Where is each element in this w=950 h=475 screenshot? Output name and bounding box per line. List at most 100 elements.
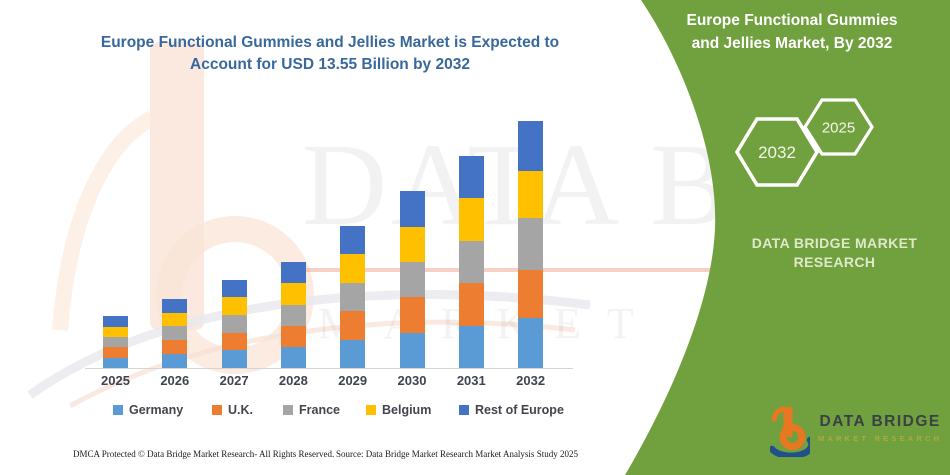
watermark-swoosh2-icon (68, 319, 576, 409)
legend-label-u-k: U.K. (228, 403, 253, 417)
hexagon-2025-icon (803, 98, 874, 156)
legend-label-germany: Germany (129, 403, 184, 417)
legend-item-rest-of-europe: Rest of Europe (459, 403, 564, 417)
legend-swatch-france (283, 405, 293, 415)
bar-segment-u-k-2032 (518, 269, 544, 319)
bar-2028 (280, 262, 306, 368)
x-axis-label-2025: 2025 (101, 373, 130, 388)
bar-segment-germany-2030 (399, 332, 425, 368)
bar-segment-rest-of-europe-2026 (162, 298, 188, 313)
side-panel-title: Europe Functional Gummies and Jellies Ma… (648, 9, 936, 55)
bar-2025 (103, 316, 128, 368)
bar-2029 (340, 225, 366, 368)
x-axis-label-2031: 2031 (456, 373, 486, 388)
x-axis-labels: 2025 2026 2027 2028 2029 2030 2031 2032 (85, 373, 575, 391)
bar-segment-france-2026 (162, 326, 188, 341)
bar-chart (85, 100, 575, 368)
legend-label-rest-of-europe: Rest of Europe (475, 403, 564, 417)
hexagon-2025-label: 2025 (822, 120, 855, 137)
legend-swatch-u-k (212, 405, 222, 415)
bar-segment-france-2032 (518, 218, 544, 270)
watermark-red-line (305, 268, 950, 272)
bar-segment-u-k-2031 (458, 283, 484, 326)
legend-item-germany: Germany (113, 403, 183, 417)
data-bridge-logo-icon (770, 406, 810, 457)
company-logo-name: DATA BRIDGE (819, 413, 941, 430)
bar-segment-france-2030 (399, 261, 425, 298)
side-panel-title-line2: and Jellies Market, By 2032 (691, 35, 893, 52)
legend-swatch-rest-of-europe (459, 405, 469, 415)
bar-segment-germany-2025 (103, 357, 128, 368)
side-panel-brand-line1: DATA BRIDGE MARKET (751, 235, 918, 251)
side-panel-brand: DATA BRIDGE MARKET RESEARCH (712, 234, 950, 272)
hexagon-2032-label: 2032 (758, 143, 796, 162)
bar-segment-france-2029 (340, 282, 366, 312)
company-logo: DATA BRIDGE MARKET RESEARCH (770, 405, 942, 457)
bar-segment-belgium-2028 (280, 283, 306, 305)
legend-label-france: France (299, 403, 340, 417)
bar-2031 (458, 155, 484, 368)
side-panel-brand-line2: RESEARCH (793, 254, 876, 270)
chart-title-line1: Europe Functional Gummies and Jellies Ma… (100, 34, 560, 51)
bar-segment-belgium-2027 (221, 297, 247, 315)
bar-segment-belgium-2025 (103, 326, 128, 337)
bar-segment-rest-of-europe-2028 (280, 262, 306, 284)
bar-segment-france-2031 (458, 240, 484, 284)
bar-segment-france-2025 (103, 336, 128, 348)
legend-swatch-germany (113, 405, 123, 415)
legend-item-u-k: U.K. (212, 403, 253, 417)
company-logo-text: DATA BRIDGE MARKET RESEARCH (818, 413, 942, 443)
bar-segment-rest-of-europe-2027 (221, 279, 247, 298)
bar-segment-france-2028 (280, 304, 306, 326)
bar-segment-france-2027 (221, 314, 247, 333)
bar-segment-belgium-2030 (399, 226, 425, 262)
legend-label-belgium: Belgium (382, 403, 432, 417)
bar-2030 (399, 191, 425, 368)
legend-swatch-belgium (366, 405, 376, 415)
hexagon-2032-icon (734, 117, 820, 187)
chart-legend: Germany U.K. France Belgium Rest of Europe (85, 403, 580, 421)
bar-segment-germany-2029 (340, 339, 366, 368)
bar-segment-rest-of-europe-2031 (458, 155, 484, 199)
bar-segment-u-k-2027 (221, 332, 247, 351)
bar-segment-germany-2032 (518, 318, 544, 368)
bar-2032 (518, 121, 544, 368)
bar-segment-germany-2031 (458, 325, 484, 368)
bar-segment-u-k-2030 (399, 297, 425, 333)
hexagon-badges: 2025 2032 (734, 98, 874, 187)
company-logo-subtitle: MARKET RESEARCH (818, 434, 943, 443)
watermark-logo-hook (52, 110, 156, 331)
bar-segment-belgium-2031 (458, 198, 484, 241)
bar-segment-u-k-2025 (103, 347, 128, 358)
bar-segment-rest-of-europe-2032 (518, 121, 544, 172)
x-axis-label-2030: 2030 (397, 373, 427, 388)
side-panel-shape (625, 0, 950, 475)
bar-segment-germany-2027 (221, 350, 247, 368)
bar-segment-belgium-2032 (518, 171, 544, 218)
bar-segment-rest-of-europe-2029 (340, 225, 366, 255)
bar-segment-germany-2026 (162, 354, 188, 368)
bar-segment-u-k-2028 (280, 325, 306, 347)
bar-segment-belgium-2029 (340, 254, 366, 283)
side-panel-title-line1: Europe Functional Gummies (686, 12, 898, 29)
chart-title-line2: Account for USD 13.55 Billion by 2032 (190, 56, 470, 73)
chart-title: Europe Functional Gummies and Jellies Ma… (45, 32, 615, 76)
bar-segment-rest-of-europe-2025 (103, 316, 128, 327)
bar-2026 (162, 298, 188, 368)
x-axis-label-2028: 2028 (278, 373, 308, 388)
footer-source-text: Source: Data Bridge Market Research Mark… (336, 449, 578, 459)
x-axis-label-2027: 2027 (219, 373, 249, 388)
legend-item-france: France (283, 403, 340, 417)
bar-segment-germany-2028 (280, 346, 306, 368)
x-axis-label-2026: 2026 (160, 373, 190, 388)
x-axis-line (85, 368, 573, 369)
legend-item-belgium: Belgium (366, 403, 431, 417)
bar-2027 (221, 279, 247, 368)
bar-segment-u-k-2026 (162, 340, 188, 355)
x-axis-label-2032: 2032 (516, 373, 546, 388)
footer-dmca-text: DMCA Protected © Data Bridge Market Rese… (73, 449, 335, 459)
bar-segment-u-k-2029 (340, 311, 366, 340)
x-axis-label-2029: 2029 (338, 373, 368, 388)
